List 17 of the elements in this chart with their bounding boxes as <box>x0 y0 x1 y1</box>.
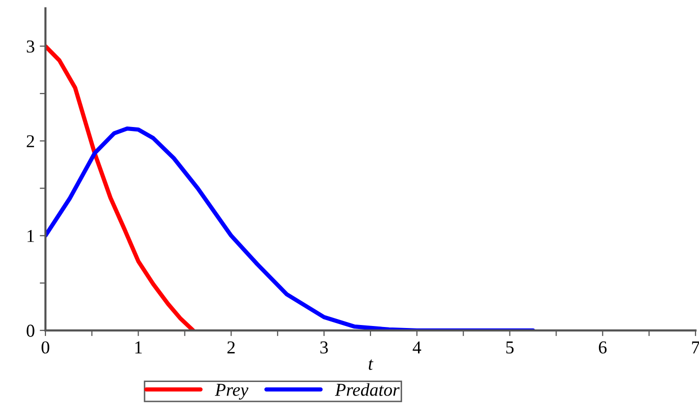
legend-label: Prey <box>214 384 248 400</box>
line-series <box>45 44 196 330</box>
y-tick-label: 1 <box>28 230 34 242</box>
x-tick-label: 4 <box>412 341 422 354</box>
line-series <box>45 126 536 330</box>
legend-label: Predator <box>334 383 400 396</box>
x-axis-title: t <box>368 360 374 370</box>
x-tick-label: 6 <box>598 341 607 354</box>
y-tick-label: 2 <box>26 135 34 148</box>
x-tick-label: 1 <box>135 341 142 354</box>
y-tick-label: 0 <box>26 324 34 337</box>
x-tick-label: 5 <box>506 342 514 354</box>
x-tick-label: 7 <box>692 342 699 354</box>
x-tick-label: 3 <box>320 341 328 354</box>
x-tick-label: 0 <box>42 341 50 354</box>
y-tick-label: 3 <box>26 40 34 53</box>
x-tick-label: 2 <box>227 341 235 354</box>
